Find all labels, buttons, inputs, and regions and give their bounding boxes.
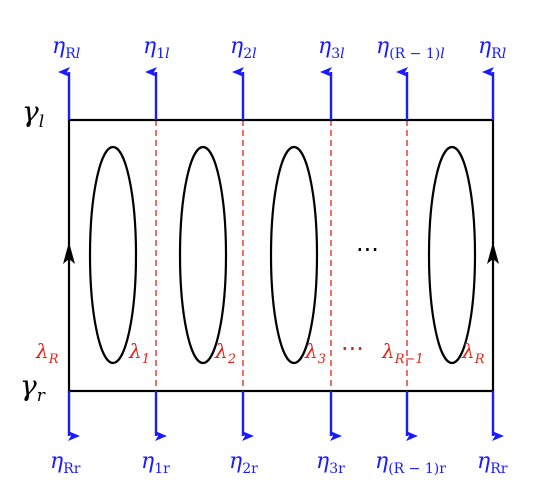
top-label-eta-R-minus-1: η(R − 1)l <box>376 34 445 62</box>
lambda-R-right-label: λR <box>462 339 485 367</box>
ellipse-1 <box>88 145 138 365</box>
lambda-R-minus-1-label: λR−1 <box>382 339 424 367</box>
bottom-label-eta-R-left: ηRr <box>50 449 81 477</box>
ellipse-3 <box>269 145 319 365</box>
gamma-l-label: γl <box>22 95 45 132</box>
gamma-r-label: γr <box>20 369 45 406</box>
lambda-R-left-label: λR <box>36 339 59 367</box>
ellipses <box>88 145 477 365</box>
blue-arrows <box>58 67 504 441</box>
ellipsis-middle: ··· <box>356 236 379 264</box>
bottom-label-eta-R-right: ηRr <box>477 449 508 477</box>
lambda-2-label: λ2 <box>215 339 236 367</box>
ellipse-2 <box>178 145 228 365</box>
top-label-eta-R-right: ηRl <box>478 34 507 62</box>
dashed-lines <box>155 120 408 390</box>
bottom-label-eta-1: η1r <box>141 449 170 477</box>
top-label-eta-R-left: ηRl <box>52 34 81 62</box>
right-edge-arrow-icon <box>487 242 499 264</box>
top-label-eta-3: η3l <box>318 34 345 62</box>
lambda-3-label: λ3 <box>305 339 326 367</box>
left-edge-arrow-icon <box>63 242 75 264</box>
bottom-label-eta-3: η3r <box>316 449 345 477</box>
lambda-1-label: λ1 <box>129 339 150 367</box>
ellipsis-bottom: ··· <box>341 335 364 363</box>
top-label-eta-1: η1l <box>143 34 170 62</box>
top-label-eta-2: η2l <box>230 34 257 62</box>
bottom-label-eta-R-minus-1: η(R − 1)r <box>375 449 446 477</box>
ellipse-4 <box>427 145 477 365</box>
bottom-label-eta-2: η2r <box>229 449 258 477</box>
